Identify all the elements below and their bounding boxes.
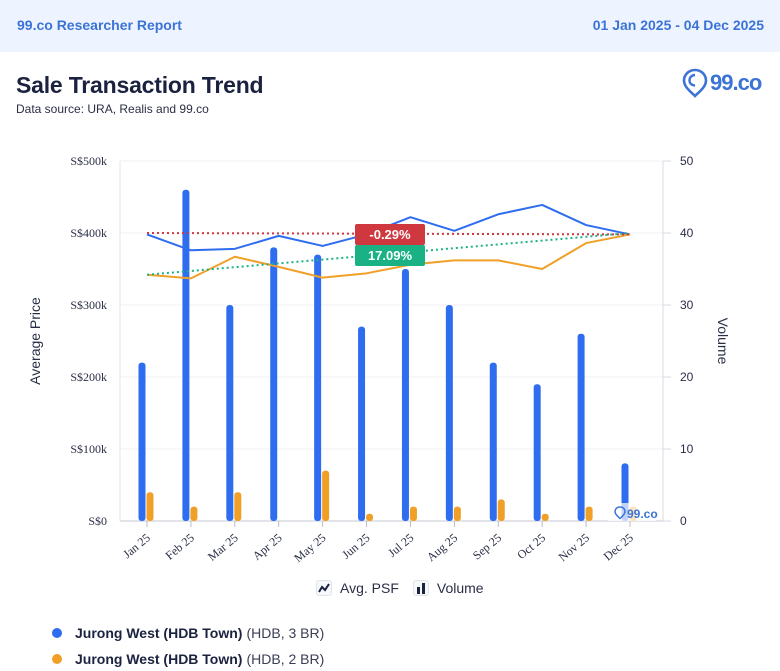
x-tick-label: Dec 25 [601,531,636,564]
volume-bar [489,362,497,521]
axes [119,160,671,527]
x-tick-label: Sep 25 [470,531,504,563]
volume-bar [445,305,453,521]
volume-bar [497,499,505,521]
volume-bar [533,384,541,521]
y-tick-left: S$100k [70,442,107,456]
series-legend-item[interactable]: Jurong West (HDB Town) (HDB, 3 BR) [52,620,324,646]
date-range: 01 Jan 2025 - 04 Dec 2025 [592,17,764,33]
trendlines: -0.29% 17.09% [146,224,631,276]
x-tick-label: Apr 25 [250,531,285,563]
x-tick-label: May 25 [291,531,328,566]
trend-badge [355,245,425,266]
volume-bar [226,305,234,521]
volume-bar [314,254,322,521]
volume-bar [190,506,198,521]
brand-logo: 99.co [682,68,762,98]
volume-bar [138,362,146,521]
x-tick-label: Jul 25 [385,531,416,560]
legend-avg-psf-label: Avg. PSF [340,580,399,596]
bar-chart-icon [412,580,429,596]
series-meta: (HDB, 2 BR) [246,651,325,667]
series-legend: Jurong West (HDB Town) (HDB, 3 BR) Juron… [52,620,324,671]
y-tick-right: 10 [680,442,694,456]
series-color-dot [52,654,62,664]
sale-trend-chart: -0.29% 17.09% S$0 0 S$100k 10 S$200k 20 S$300k 3… [27,154,731,566]
trend-badge-label: 17.09% [368,248,413,263]
volume-bar [541,513,549,521]
y-tick-right: 20 [680,370,694,384]
volume-bar [270,247,278,521]
series-legend-item[interactable]: Jurong West (HDB Town) (HDB, 2 BR) [52,646,324,671]
x-tick-label: Feb 25 [163,531,197,563]
report-header: 99.co Researcher Report 01 Jan 2025 - 04… [0,0,780,52]
watermark-text: 99.co [627,507,658,521]
y-tick-right: 30 [680,298,694,312]
volume-bar [358,326,366,521]
y-tick-left: S$300k [70,298,107,312]
y-tick-left: S$0 [88,514,107,528]
legend-volume[interactable]: Volume [412,580,484,596]
trend-badge-label: -0.29% [369,227,411,242]
series-name: Jurong West (HDB Town) [75,625,243,641]
series-meta: (HDB, 3 BR) [246,625,325,641]
volume-bar [577,333,585,521]
y-axis-title-right: Volume [715,318,731,365]
metric-legend: Avg. PSF Volume [316,580,498,596]
gridlines [120,160,663,450]
trendline [146,232,631,276]
data-source: Data source: URA, Realis and 99.co [16,102,209,116]
volume-bar [146,492,154,521]
line-chart-icon [316,580,332,596]
legend-volume-label: Volume [436,580,484,596]
y-tick-right: 50 [680,154,694,168]
location-pin-icon [682,68,708,98]
x-tick-label: Oct 25 [514,531,548,563]
series-name: Jurong West (HDB Town) [75,651,243,667]
legend-avg-psf[interactable]: Avg. PSF [316,580,399,596]
volume-bar [409,506,417,521]
volume-bar [366,513,374,521]
page-title: Sale Transaction Trend [16,72,264,98]
volume-bar [182,189,190,522]
y-axis-title-left: Average Price [27,297,43,385]
watermark: 99.co [608,503,658,521]
x-tick-label: Jun 25 [339,531,372,562]
x-tick-label: Nov 25 [556,531,592,565]
volume-bar [585,506,593,521]
price-line [146,233,631,280]
x-tick-label: Mar 25 [205,531,241,564]
y-tick-left: S$400k [70,226,107,240]
y-tick-left: S$500k [70,154,107,168]
volume-bar [453,506,461,521]
x-tick-label: Aug 25 [424,531,460,565]
trend-badge [355,224,425,245]
x-tick-label: Jan 25 [120,531,153,562]
y-tick-right: 0 [680,514,687,528]
volume-bar [401,269,409,521]
report-label: 99.co Researcher Report [17,17,182,33]
y-tick-right: 40 [680,226,694,240]
location-pin-icon [614,506,626,520]
y-tick-left: S$200k [70,370,107,384]
series-color-dot [52,628,62,638]
volume-bar [234,492,242,521]
brand-name: 99.co [710,70,762,95]
volume-bars [138,189,637,522]
volume-bar [322,470,330,521]
